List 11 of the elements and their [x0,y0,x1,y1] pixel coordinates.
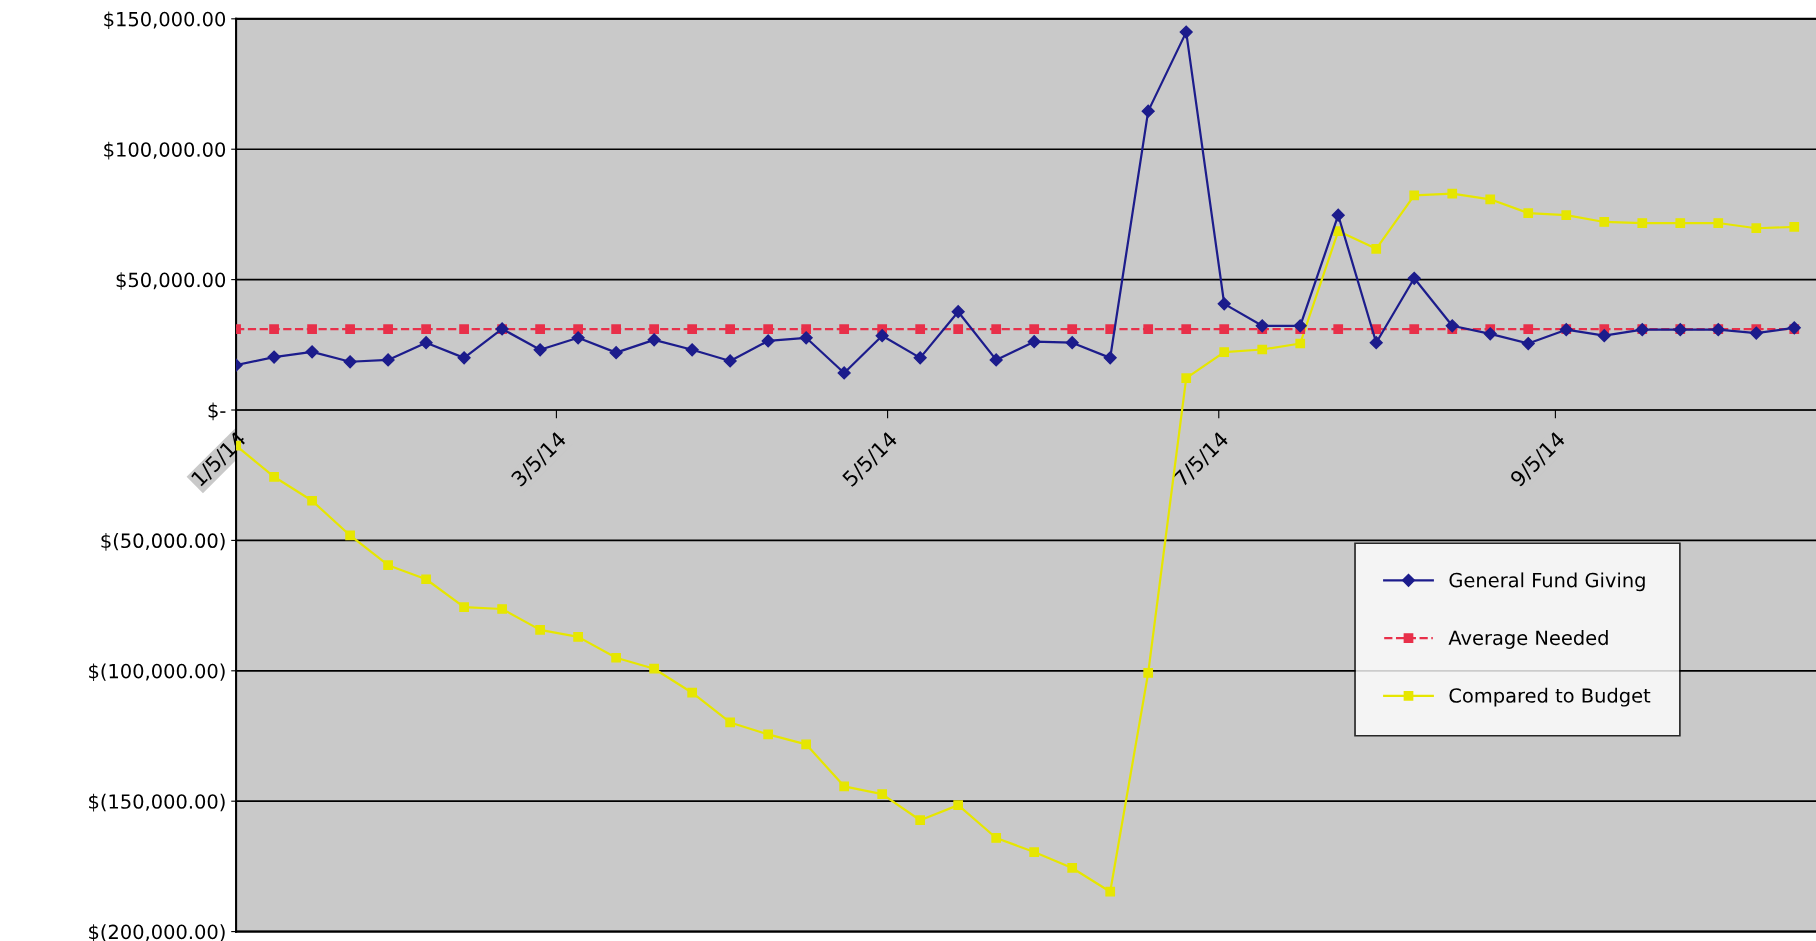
legend-label: Average Needed [1448,630,1608,649]
legend-label: General Fund Giving [1449,572,1645,592]
y-tick-label: $150,000.00 [104,11,226,30]
y-tick-label: $100,000.00 [104,141,226,160]
y-tick-label: $(200,000.00) [89,924,225,941]
legend-label: Compared to Budget [1449,687,1651,707]
y-tick-label: $(100,000.00) [89,663,225,682]
y-tick-label: $- [208,402,226,421]
y-tick-label: $(50,000.00) [101,533,225,551]
y-tick-label: $(150,000.00) [89,793,225,812]
y-tick-label: $50,000.00 [116,272,226,290]
